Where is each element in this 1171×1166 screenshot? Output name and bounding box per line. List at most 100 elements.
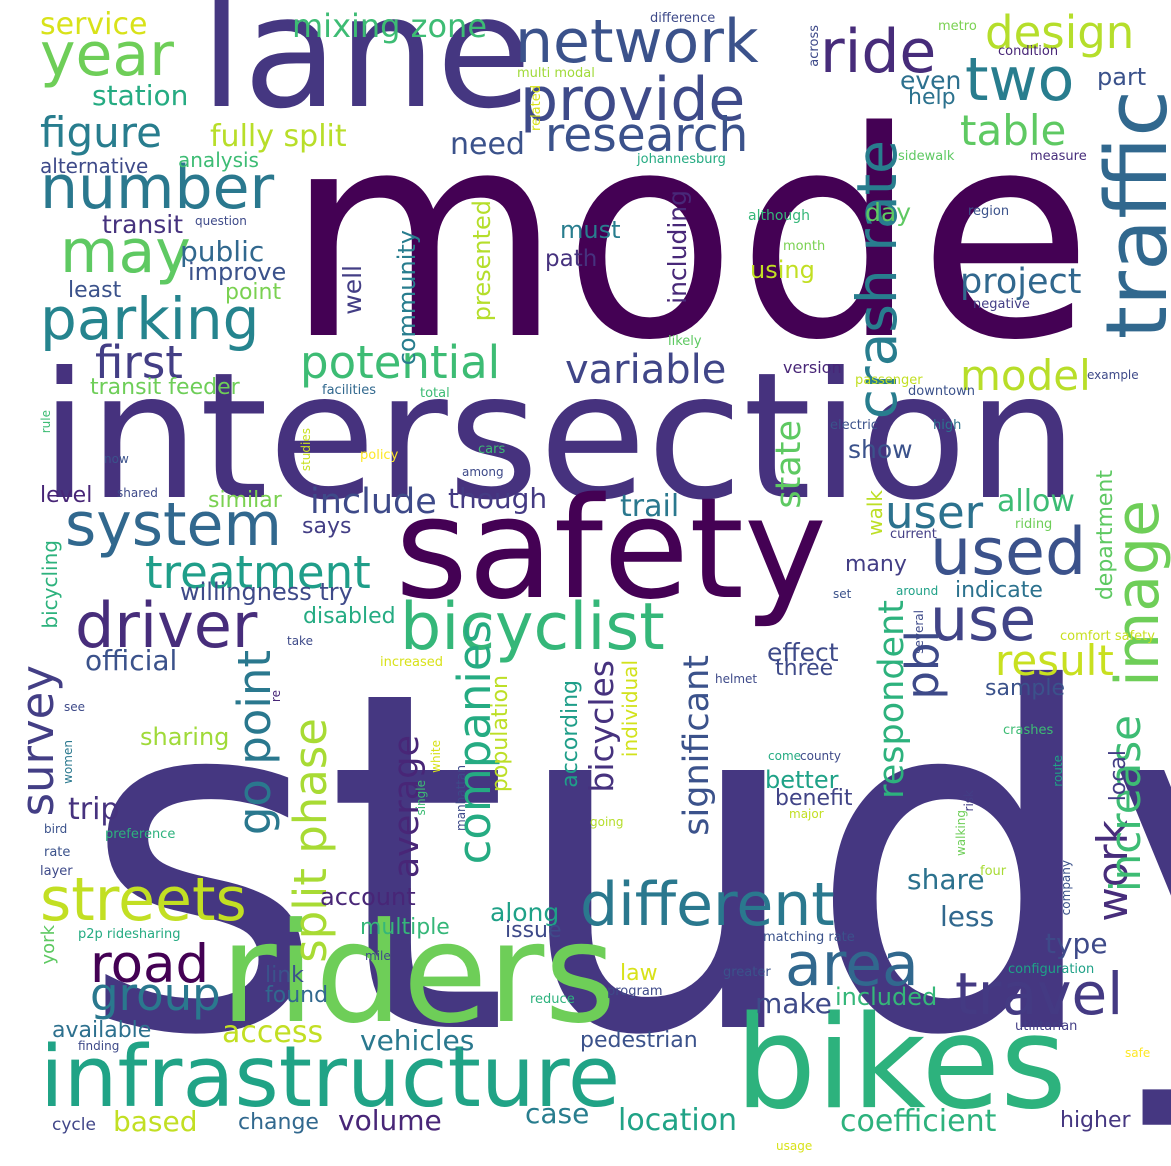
word-similar: similar	[208, 488, 282, 513]
word-volume: volume	[338, 1104, 442, 1137]
word-benefit: benefit	[775, 786, 853, 811]
word-found: found	[265, 983, 329, 1008]
word-current: current	[890, 527, 937, 542]
word-condition: condition	[998, 44, 1059, 59]
word-treatment: treatment	[145, 546, 371, 599]
word-program: program	[607, 984, 663, 999]
word-layer: layer	[40, 864, 73, 879]
word-path: path	[545, 246, 598, 272]
word-individual: individual	[618, 660, 642, 758]
word-walk: walk	[863, 490, 887, 536]
word-different: different	[580, 870, 835, 940]
word-re: re	[269, 690, 283, 703]
word-travel: travel	[955, 960, 1124, 1028]
word-level: level	[40, 483, 93, 508]
word-month: month	[783, 239, 826, 254]
word-road: road	[90, 934, 210, 995]
word-route: route	[1051, 755, 1065, 787]
word-version: version	[783, 358, 842, 377]
word-p2p-ridesharing: p2p ridesharing	[78, 927, 181, 942]
word-set: set	[833, 587, 852, 601]
word-helmet: helmet	[715, 672, 758, 686]
word-according: according	[558, 680, 583, 788]
word-state: state	[769, 420, 809, 509]
word-issue: issue	[505, 918, 562, 943]
word-model: model	[960, 351, 1091, 400]
word-mile: mile	[365, 949, 391, 963]
word-design: design	[985, 6, 1135, 59]
word-intersection: intersection	[40, 336, 1079, 539]
word-law: law	[620, 961, 658, 986]
word-many: many	[845, 552, 907, 577]
word-now: now	[104, 452, 129, 466]
word-presented: presented	[468, 200, 496, 322]
word-service: service	[40, 7, 148, 42]
word-provide: provide	[520, 65, 746, 135]
word-facilities: facilities	[322, 383, 377, 398]
word-driver: driver	[75, 589, 258, 662]
word-difference: difference	[650, 11, 716, 26]
word-case: case	[525, 1097, 590, 1130]
word-result: result	[995, 636, 1114, 685]
word-among: among	[462, 465, 504, 479]
word-negative: negative	[973, 297, 1030, 312]
word-willingness-try: willingness try	[180, 578, 353, 606]
word-bicyclist: bicyclist	[400, 590, 665, 665]
word-finding: finding	[78, 1039, 120, 1053]
word-improve: improve	[188, 258, 287, 286]
word-safe: safe	[1125, 1046, 1151, 1060]
word-higher: higher	[1060, 1108, 1131, 1133]
word-sample: sample	[985, 676, 1065, 701]
word-transit: transit	[102, 210, 184, 239]
word-trail: trail	[620, 489, 680, 524]
word-downtown: downtown	[908, 384, 975, 399]
word-go-point: go point	[228, 650, 281, 836]
word-ride: ride	[820, 17, 937, 87]
word-potential: potential	[300, 336, 501, 389]
word-bird: bird	[44, 822, 68, 836]
word-link: link	[265, 963, 304, 988]
word-official: official	[85, 644, 178, 677]
word-make: make	[755, 987, 832, 1020]
word-around: around	[896, 584, 939, 598]
word-table: table	[960, 106, 1067, 155]
word-comfort-safety: comfort safety	[1060, 629, 1155, 644]
word-may: may	[60, 217, 191, 287]
word-transit-feeder: transit feeder	[90, 375, 240, 400]
word-company: company	[1059, 860, 1073, 916]
word-account: account	[320, 883, 416, 911]
word-number: number	[40, 153, 275, 223]
word-increased: increased	[380, 655, 444, 670]
word-access: access	[222, 1015, 324, 1050]
word-project: project	[960, 262, 1082, 302]
word-see: see	[64, 700, 86, 714]
word-include: include	[310, 482, 437, 522]
word-take: take	[287, 634, 313, 648]
word-likely: likely	[668, 334, 702, 349]
word-mode: mode	[285, 71, 1094, 403]
word-group: group	[90, 968, 221, 1021]
word-respondent: respondent	[872, 600, 912, 799]
word-measure: measure	[1030, 149, 1087, 164]
word-preference: preference	[105, 827, 176, 842]
word-part: part	[1097, 63, 1147, 91]
word-trip: trip	[68, 792, 120, 827]
word-must: must	[560, 216, 621, 244]
word-point: point	[225, 280, 282, 305]
word-help: help	[908, 85, 956, 110]
word-utilitarian: utilitarian	[1015, 1019, 1078, 1034]
word-mixing-zone: mixing zone	[292, 7, 487, 45]
word-passenger: passenger	[855, 373, 923, 388]
word-variable: variable	[565, 347, 727, 393]
word-cycle: cycle	[52, 1115, 96, 1135]
word-rate: rate	[44, 845, 71, 860]
word-risk: risk	[962, 790, 976, 812]
word-based: based	[113, 1105, 198, 1138]
word-lane: lane	[200, 0, 532, 143]
word-need: need	[450, 127, 525, 162]
word-two: two	[965, 45, 1075, 115]
word-parking: parking	[40, 285, 260, 353]
word-pedestrian: pedestrian	[580, 1028, 698, 1053]
word-effect: effect	[767, 638, 839, 667]
word-traffic: traffic	[1088, 90, 1171, 340]
